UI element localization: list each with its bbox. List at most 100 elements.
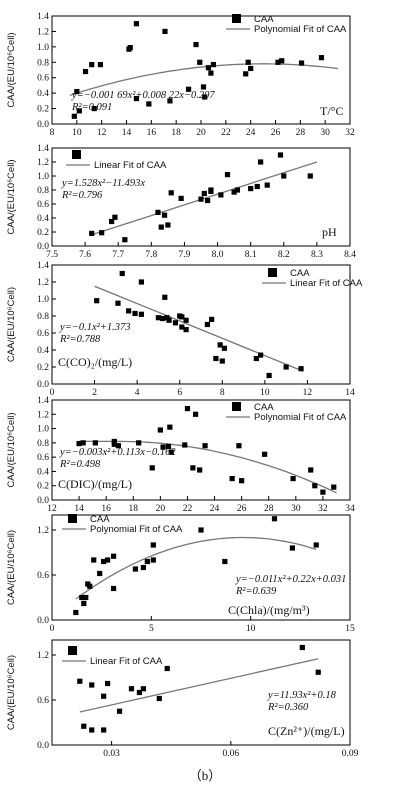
y-tick-label: 0.0 (37, 120, 49, 130)
data-point (205, 65, 212, 71)
y-tick-label: 0.6 (37, 329, 49, 339)
x-tick-label: 5 (149, 624, 154, 634)
fit-r-squared: R²=0.788 (59, 334, 101, 345)
x-tick-label: 26 (237, 504, 247, 514)
fit-curve (69, 63, 339, 97)
data-point (210, 62, 217, 68)
data-point (116, 708, 123, 714)
data-point (275, 59, 281, 65)
data-point (178, 195, 184, 201)
x-tick-label: 7.6 (79, 250, 91, 260)
x-tick-label: 16 (101, 504, 111, 514)
y-tick-label: 0.6 (37, 696, 49, 706)
x-tick-label: 0.03 (103, 749, 120, 759)
panels: 8 10 12 14 16 18 20 22 24 26 28 30 320.00.20.40.60.8… (6, 12, 363, 759)
x-tick-label: 0.06 (222, 749, 239, 759)
y-tick-label: 1.0 (37, 172, 49, 182)
data-point (168, 449, 174, 455)
data-point (183, 327, 189, 333)
data-point (183, 317, 189, 323)
data-point (254, 183, 260, 190)
x-tick-label: 24 (246, 128, 256, 138)
y-tick-label: 1.4 (37, 12, 49, 22)
y-tick-label: 1.2 (37, 410, 49, 420)
data-point (202, 443, 208, 449)
x-tick-label: 22 (183, 504, 193, 514)
data-point (162, 294, 168, 300)
legend-label-caa: CAA (254, 402, 274, 413)
x-tick-label: 10 (72, 128, 82, 138)
legend-marker (68, 646, 77, 655)
x-tick-label: 8.0 (212, 250, 224, 260)
x-tick-label: 7.8 (145, 250, 157, 260)
x-tick-label: 22 (221, 128, 231, 138)
x-tick-label: 28 (264, 504, 274, 514)
data-point (234, 187, 241, 193)
y-tick-label: 0.2 (37, 105, 49, 115)
data-point (110, 585, 117, 592)
data-point (73, 609, 79, 616)
data-point (213, 355, 219, 362)
plot-frame (51, 399, 351, 501)
x-tick-label: 14 (345, 388, 355, 398)
x-tick-label: 7.9 (179, 250, 191, 260)
fit-curve (75, 536, 317, 600)
data-point (192, 411, 199, 417)
fit-curve (79, 440, 337, 494)
data-point (217, 342, 223, 348)
data-point (168, 190, 174, 196)
x-tick-label: 14 (122, 128, 132, 138)
data-point (298, 60, 305, 66)
y-tick-label: 0.0 (37, 496, 49, 506)
x-tick-label: 6 (177, 388, 182, 398)
data-point (91, 557, 97, 563)
data-point (128, 686, 135, 692)
data-point (76, 440, 82, 447)
x-tick-label: 0 (50, 388, 55, 398)
data-point (299, 644, 305, 651)
legend-label-fit: Linear Fit of CAA (94, 160, 167, 171)
data-point (105, 557, 111, 563)
y-tick-label: 1.2 (37, 278, 49, 288)
data-point (258, 352, 264, 358)
data-point (71, 113, 77, 119)
data-point (229, 475, 235, 482)
legend-label-fit: Polynomial Fit of CAA (254, 24, 347, 35)
data-point (126, 308, 132, 314)
data-point (160, 444, 166, 450)
data-point (144, 558, 150, 565)
data-point (83, 594, 89, 601)
x-tick-label: 34 (345, 504, 355, 514)
data-point (315, 669, 321, 675)
x-tick-label: 10 (246, 624, 256, 634)
x-tick-label: 20 (156, 504, 166, 514)
data-point (262, 451, 268, 457)
data-point (218, 192, 224, 198)
data-point (313, 542, 319, 548)
y-tick-label: 0.2 (37, 482, 49, 492)
data-point (133, 21, 140, 27)
data-point (248, 65, 254, 72)
x-axis-label: C(Zn²⁺)/(mg/L) (268, 724, 345, 738)
data-point (160, 315, 166, 322)
data-point (115, 443, 121, 449)
data-point (138, 279, 144, 285)
x-tick-label: 12 (97, 128, 107, 138)
data-point (97, 62, 104, 68)
x-tick-label: 8.3 (311, 250, 323, 260)
data-point (115, 300, 121, 306)
x-tick-label: 12 (47, 504, 57, 514)
y-tick-label: 1.0 (37, 295, 49, 305)
data-point (197, 467, 203, 473)
chart-panel-6: 0.03 0.06 0.09 0.0 0.6 1.2 CAA/(EU/10⁶Cell) C(Z… (6, 639, 359, 759)
legend-label-fit: Linear Fit of CAA (90, 656, 163, 667)
data-point (289, 545, 295, 551)
plot-frame (51, 639, 351, 746)
data-point (136, 440, 142, 446)
data-point (179, 324, 185, 330)
x-tick-label: 32 (318, 504, 328, 514)
legend-label-caa: CAA (254, 14, 274, 25)
x-tick-label: 7.7 (112, 250, 124, 260)
